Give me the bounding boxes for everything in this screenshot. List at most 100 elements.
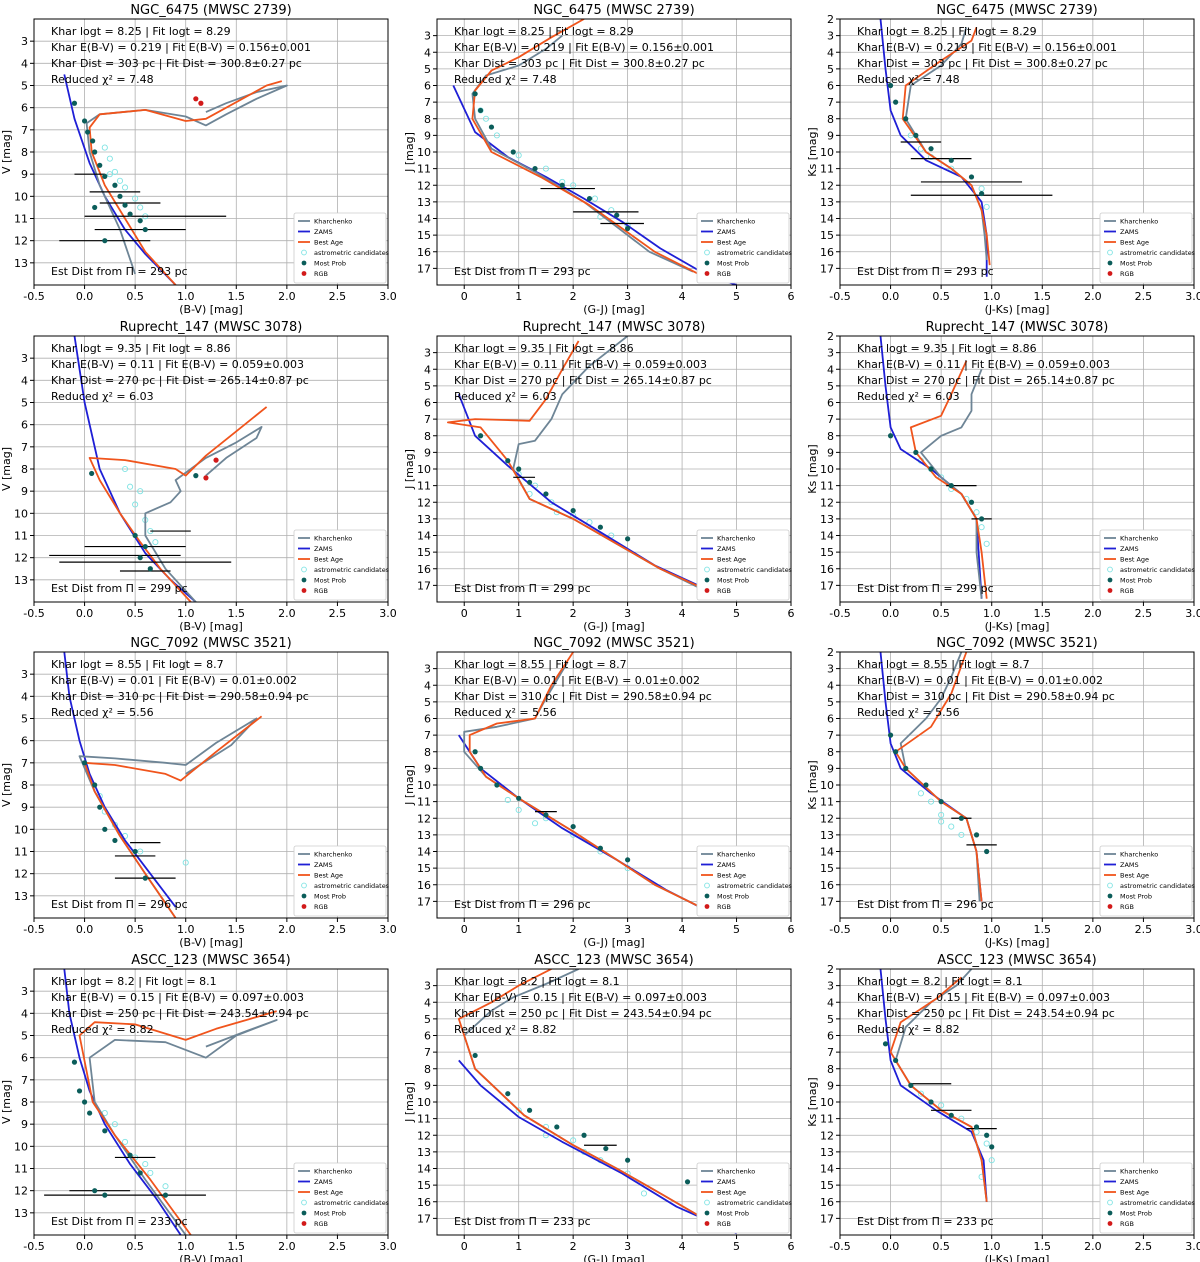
fit-annotation: Reduced χ² = 5.56	[454, 706, 557, 719]
x-tick-label: 2.0	[1084, 607, 1102, 620]
plot-area	[452, 19, 737, 285]
x-tick-label: 2.5	[1135, 923, 1153, 936]
candidate-point	[973, 1128, 980, 1135]
legend-label: RGB	[717, 903, 731, 911]
most-prob-point	[516, 795, 522, 801]
x-tick-label: 2.5	[329, 607, 347, 620]
legend-label: Best Age	[717, 556, 746, 564]
y-axis-label: J [mag]	[403, 765, 416, 806]
legend-label: Kharchenko	[717, 218, 755, 226]
most-prob-point	[76, 1088, 83, 1094]
fit-annotation: Reduced χ² = 8.82	[51, 1023, 154, 1036]
y-tick-label: 3	[424, 30, 431, 43]
y-tick-label: 15	[417, 862, 431, 875]
est-dist-annotation: Est Dist from Π = 296 pc	[454, 898, 591, 911]
most-prob-point	[87, 1110, 93, 1116]
most-prob-point	[92, 782, 98, 788]
y-tick-label: 4	[424, 679, 431, 692]
y-tick-label: 11	[417, 480, 431, 493]
x-tick-label: 1.0	[983, 607, 1001, 620]
y-tick-label: 7	[424, 729, 431, 742]
most-prob-point	[472, 91, 478, 97]
cmd-panel: -0.5 0.0 0.5 1.0 1.5 2.0 2.5 3.0 2 3 4 5 6 7 8 9 10 11 12 1…	[806, 320, 1200, 633]
cmd-panel: -0.5 0.0 0.5 1.0 1.5 2.0 2.5 3.0 2 3 4 5 6 7 8 9 10 11 12 1…	[806, 3, 1200, 316]
y-axis-label: Ks [mag]	[806, 760, 819, 809]
most-prob-point	[477, 433, 484, 439]
y-tick-label: 14	[417, 1163, 431, 1176]
best-age-isochrone	[471, 19, 705, 278]
y-tick-label: 11	[14, 846, 28, 859]
y-axis-label: J [mag]	[403, 132, 416, 173]
y-tick-label: 12	[417, 179, 431, 192]
best-age-isochrone	[447, 340, 716, 595]
y-tick-label: 4	[827, 363, 834, 376]
y-tick-label: 15	[820, 229, 834, 242]
x-tick-label: 6	[788, 290, 795, 303]
most-prob-point	[526, 479, 533, 485]
y-tick-label: 12	[417, 812, 431, 825]
y-tick-label: 10	[14, 823, 28, 836]
x-tick-label: 0.0	[882, 607, 900, 620]
y-tick-label: 4	[424, 363, 431, 376]
y-tick-label: 5	[424, 1013, 431, 1026]
y-tick-label: 5	[827, 696, 834, 709]
candidate-point	[515, 806, 522, 813]
x-tick-label: -0.5	[829, 607, 850, 620]
y-tick-label: 16	[820, 246, 834, 259]
zams-line	[458, 1059, 737, 1235]
y-tick-label: 9	[827, 129, 834, 142]
y-tick-label: 5	[21, 80, 28, 93]
most-prob-point	[92, 149, 98, 155]
fit-annotation: Khar E(B-V) = 0.219 | Fit E(B-V) = 0.156…	[857, 41, 1117, 54]
y-tick-label: 3	[21, 35, 28, 48]
cluster-title: NGC_6475 (MWSC 2739)	[130, 3, 291, 18]
legend-swatch	[1107, 566, 1113, 573]
fit-annotation: Khar E(B-V) = 0.11 | Fit E(B-V) = 0.059±…	[51, 358, 304, 371]
rgb-point	[203, 475, 209, 481]
legend-swatch	[301, 1221, 307, 1226]
fit-annotation: Khar logt = 8.25 | Fit logt = 8.29	[857, 25, 1037, 38]
est-dist-annotation: Est Dist from Π = 296 pc	[857, 898, 994, 911]
legend-swatch	[301, 893, 307, 899]
fit-annotation: Reduced χ² = 6.03	[51, 390, 154, 403]
y-tick-label: 6	[827, 397, 834, 410]
y-tick-label: 2	[827, 13, 834, 26]
x-tick-label: 1.5	[228, 607, 246, 620]
cluster-title: Ruprecht_147 (MWSC 3078)	[120, 320, 303, 335]
legend-swatch	[704, 588, 710, 593]
legend: Kharchenko ZAMS Best Age astrometric candid…	[1099, 1162, 1196, 1234]
most-prob-point	[92, 204, 98, 211]
x-tick-label: 3.0	[1185, 607, 1200, 620]
x-tick-label: 2.0	[278, 1240, 296, 1253]
legend-label: Most Prob	[314, 260, 346, 268]
fit-annotation: Khar logt = 8.55 | Fit logt = 8.7	[51, 658, 224, 671]
most-prob-point	[597, 524, 603, 530]
y-tick-label: 9	[827, 446, 834, 459]
most-prob-point	[968, 499, 975, 505]
fit-annotation: Khar E(B-V) = 0.15 | Fit E(B-V) = 0.097±…	[857, 991, 1110, 1004]
most-prob-point	[559, 182, 565, 188]
legend-label: Most Prob	[717, 1210, 749, 1218]
legend-swatch	[704, 260, 710, 266]
x-tick-label: 2.5	[329, 290, 347, 303]
most-prob-point	[614, 212, 620, 218]
y-tick-label: 11	[417, 163, 431, 176]
y-tick-label: 7	[21, 441, 28, 454]
most-prob-point	[948, 157, 954, 163]
legend: Kharchenko ZAMS Best Age astrometric candid…	[696, 1162, 793, 1234]
legend-label: astrometric candidates	[314, 566, 390, 574]
fit-annotation: Khar Dist = 250 pc | Fit Dist = 243.54±0…	[454, 1007, 712, 1020]
legend-swatch	[1107, 893, 1113, 899]
x-tick-label: 3.0	[1185, 923, 1200, 936]
legend-label: ZAMS	[1120, 1178, 1139, 1186]
legend-label: Most Prob	[314, 577, 346, 585]
cluster-title: NGC_7092 (MWSC 3521)	[533, 636, 694, 651]
candidate-point	[938, 1102, 945, 1109]
legend: Kharchenko ZAMS Best Age astrometric candid…	[293, 845, 390, 917]
most-prob-point	[625, 857, 631, 863]
y-tick-label: 17	[820, 1212, 834, 1225]
candidate-point	[142, 1161, 149, 1168]
most-prob-point	[505, 1091, 511, 1097]
y-tick-label: 17	[417, 262, 431, 275]
